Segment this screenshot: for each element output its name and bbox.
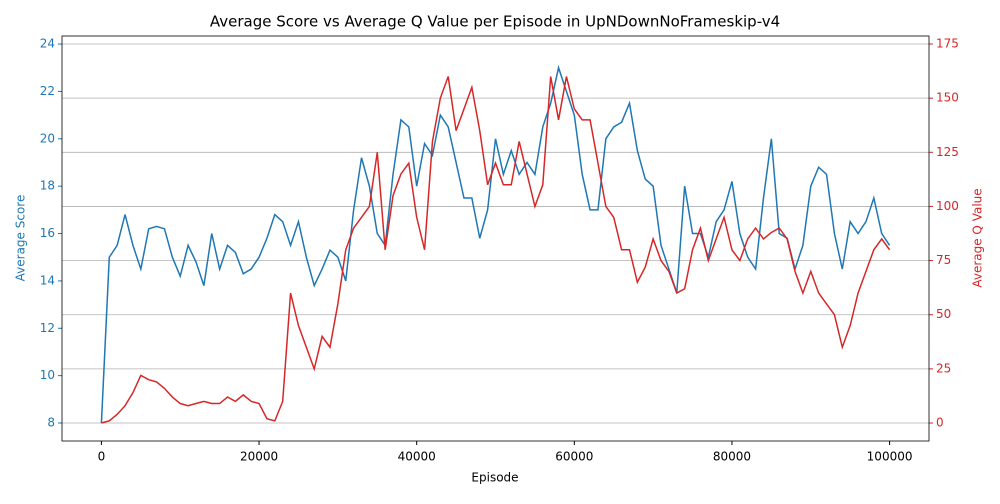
line-series [101,76,891,424]
x-axis-label: Episode [471,471,518,485]
y-tick-label: 12 [40,321,55,335]
y-tick-label: 22 [40,84,55,98]
x-tick-label: 60000 [555,450,593,464]
y2-tick-label: 150 [936,91,959,105]
y2-tick-label: 0 [936,416,944,430]
y2-tick-label: 175 [936,37,959,51]
y2-tick-label: 125 [936,145,959,159]
x-tick-label: 0 [98,450,106,464]
chart-title: Average Score vs Average Q Value per Epi… [210,13,780,31]
y2-tick-label: 25 [936,361,951,375]
y-tick-label: 24 [40,37,55,51]
x-tick-label: 100000 [867,450,913,464]
y-tick-label: 18 [40,179,55,193]
y2-tick-label: 75 [936,253,951,267]
x-tick-label: 20000 [240,450,278,464]
line-series [100,64,891,424]
y-tick-label: 20 [40,131,55,145]
y2-axis-label: Average Q Value [971,188,985,287]
x-tick-label: 40000 [398,450,436,464]
y-tick-label: 10 [40,368,55,382]
y-tick-label: 16 [40,226,55,240]
y-tick-label: 8 [47,416,55,430]
y-tick-label: 14 [40,273,55,287]
y-axis-label: Average Score [14,195,28,282]
plot-frame [61,35,930,442]
y2-tick-label: 50 [936,307,951,321]
y2-tick-label: 100 [936,199,959,213]
x-tick-label: 80000 [713,450,751,464]
